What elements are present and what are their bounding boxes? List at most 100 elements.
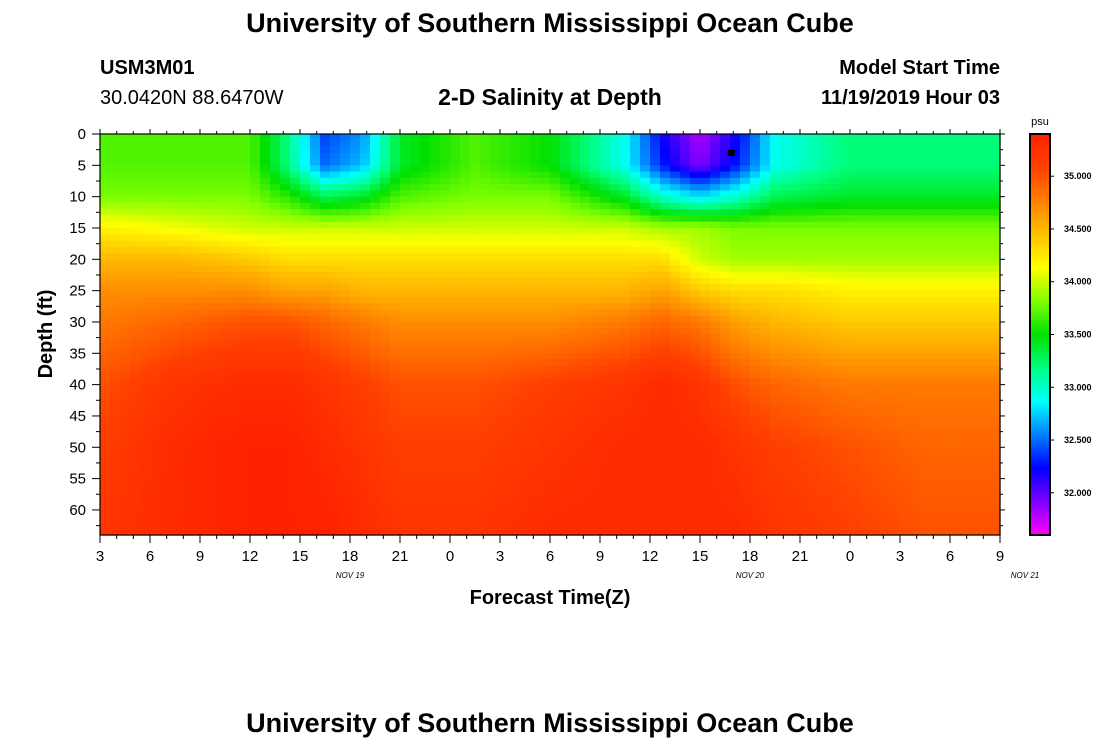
heatmap-cell [640, 165, 651, 173]
heatmap-cell [240, 315, 251, 323]
heatmap-cell [200, 190, 211, 198]
heatmap-cell [890, 190, 901, 198]
heatmap-cell [640, 353, 651, 361]
heatmap-cell [270, 372, 281, 379]
heatmap-cell [430, 146, 441, 154]
heatmap-cell [240, 246, 251, 254]
heatmap-cell [650, 177, 661, 185]
heatmap-cell [140, 384, 151, 392]
heatmap-cell [340, 177, 351, 185]
heatmap-cell [570, 159, 581, 166]
heatmap-cell [130, 140, 141, 148]
heatmap-cell [840, 146, 851, 154]
heatmap-cell [100, 378, 111, 386]
heatmap-cell [610, 409, 621, 417]
heatmap-cell [340, 303, 351, 311]
heatmap-cell [140, 215, 151, 223]
heatmap-cell [360, 328, 371, 336]
heatmap-cell [840, 246, 851, 254]
heatmap-cell [370, 265, 381, 273]
heatmap-cell [930, 441, 941, 448]
heatmap-cell [590, 321, 601, 329]
heatmap-cell [120, 259, 131, 267]
heatmap-cell [850, 296, 861, 304]
heatmap-cell [280, 296, 291, 304]
heatmap-cell [350, 202, 361, 210]
heatmap-cell [160, 259, 171, 267]
heatmap-cell [610, 146, 621, 154]
heatmap-cell [890, 278, 901, 285]
heatmap-cell [740, 146, 751, 154]
heatmap-cell [900, 447, 911, 455]
heatmap-cell [650, 415, 661, 423]
heatmap-cell [450, 140, 461, 148]
heatmap-cell [820, 209, 831, 217]
heatmap-cell [240, 478, 251, 486]
heatmap-cell [830, 403, 841, 411]
heatmap-cell [270, 378, 281, 386]
heatmap-cell [120, 190, 131, 198]
heatmap-cell [630, 359, 641, 367]
heatmap-cell [120, 409, 131, 417]
heatmap-cell [330, 240, 341, 248]
heatmap-cell [690, 253, 701, 260]
heatmap-cell [100, 215, 111, 223]
heatmap-cell [770, 384, 781, 392]
heatmap-cell [260, 227, 271, 235]
heatmap-cell [540, 165, 551, 173]
heatmap-cell [770, 165, 781, 173]
heatmap-cell [700, 196, 711, 204]
heatmap-cell [760, 303, 771, 311]
heatmap-cell [520, 472, 531, 480]
heatmap-cell [210, 152, 221, 160]
heatmap-cell [630, 372, 641, 379]
heatmap-cell [740, 196, 751, 204]
heatmap-cell [530, 159, 541, 166]
heatmap-cell [110, 403, 121, 411]
heatmap-cell [360, 171, 371, 179]
heatmap-cell [900, 209, 911, 217]
heatmap-cell [930, 253, 941, 260]
heatmap-cell [670, 397, 681, 405]
heatmap-cell [660, 309, 671, 317]
heatmap-cell [820, 397, 831, 405]
heatmap-cell [670, 434, 681, 442]
heatmap-cell [980, 315, 991, 323]
heatmap-cell [170, 347, 181, 354]
heatmap-cell [580, 184, 591, 191]
heatmap-cell [800, 359, 811, 367]
heatmap-cell [930, 459, 941, 467]
heatmap-cell [430, 397, 441, 405]
heatmap-cell [920, 202, 931, 210]
heatmap-cell [100, 240, 111, 248]
heatmap-cell [640, 253, 651, 260]
heatmap-cell [670, 403, 681, 411]
heatmap-cell [320, 284, 331, 292]
heatmap-cell [140, 140, 151, 148]
heatmap-cell [890, 422, 901, 430]
heatmap-cell [450, 215, 461, 223]
heatmap-cell [460, 390, 471, 398]
heatmap-cell [110, 202, 121, 210]
heatmap-cell [680, 347, 691, 354]
heatmap-cell [600, 271, 611, 279]
heatmap-cell [890, 441, 901, 448]
heatmap-cell [960, 378, 971, 386]
heatmap-cell [790, 428, 801, 436]
heatmap-cell [190, 227, 201, 235]
heatmap-cell [800, 384, 811, 392]
heatmap-cell [660, 190, 671, 198]
heatmap-cell [430, 303, 441, 311]
heatmap-cell [350, 378, 361, 386]
heatmap-cell [220, 397, 231, 405]
heatmap-cell [630, 265, 641, 273]
heatmap-cell [650, 171, 661, 179]
heatmap-cell [900, 459, 911, 467]
heatmap-cell [190, 184, 201, 191]
heatmap-cell [160, 140, 171, 148]
heatmap-cell [590, 296, 601, 304]
heatmap-cell [310, 240, 321, 248]
heatmap-cell [420, 209, 431, 217]
heatmap-cell [470, 397, 481, 405]
heatmap-cell [120, 472, 131, 480]
